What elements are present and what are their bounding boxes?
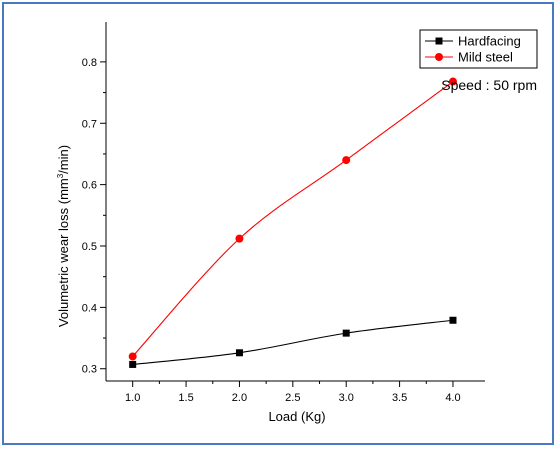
tick-labels: 1.0 1.5 2.0 2.5 3.0 3.5 4.0 0.3 0.4 0.5 0.6 0.7 0.8 bbox=[82, 57, 461, 404]
data-point-mild-steel bbox=[128, 352, 137, 361]
x-tick-label: 2.5 bbox=[285, 392, 300, 404]
axes bbox=[100, 22, 485, 387]
y-tick-label: 0.5 bbox=[82, 241, 97, 253]
data-point-hardfacing bbox=[235, 349, 243, 357]
y-tick-label: 0.3 bbox=[82, 364, 97, 376]
y-axis-title-prefix: Volumetric wear loss (mm bbox=[56, 178, 71, 327]
x-tick-label: 3.0 bbox=[339, 392, 354, 404]
y-axis-title-suffix: /min) bbox=[56, 145, 71, 174]
data-point-hardfacing bbox=[449, 316, 457, 324]
y-tick-label: 0.6 bbox=[82, 180, 97, 192]
data-point-mild-steel bbox=[342, 156, 351, 165]
legend-label-mild-steel: Mild steel bbox=[458, 50, 513, 65]
series-line-hardfacing bbox=[132, 319, 454, 365]
legend-marker-hardfacing bbox=[435, 37, 443, 45]
chart-frame bbox=[2, 2, 554, 445]
y-axis-title-sup: 3 bbox=[56, 173, 65, 178]
data-point-hardfacing bbox=[129, 360, 137, 368]
x-tick-label: 3.5 bbox=[392, 392, 407, 404]
x-tick-label: 1.5 bbox=[178, 392, 193, 404]
series-layer bbox=[128, 77, 457, 368]
x-tick-label: 2.0 bbox=[232, 392, 247, 404]
data-point-mild-steel bbox=[235, 234, 244, 243]
y-tick-label: 0.4 bbox=[82, 302, 97, 314]
y-axis-title: Volumetric wear loss (mm3/min) bbox=[56, 145, 71, 327]
legend-box bbox=[419, 29, 538, 69]
y-tick-label: 0.7 bbox=[82, 118, 97, 130]
legend-marker-mild-steel bbox=[435, 53, 443, 61]
y-tick-label: 0.8 bbox=[82, 57, 97, 69]
legend-label-hardfacing: Hardfacing bbox=[458, 34, 521, 49]
data-point-hardfacing bbox=[342, 329, 350, 337]
x-axis-title: Load (Kg) bbox=[268, 409, 325, 424]
x-tick-label: 1.0 bbox=[125, 392, 140, 404]
data-point-mild-steel bbox=[448, 77, 457, 86]
x-tick-label: 4.0 bbox=[445, 392, 460, 404]
series-line-mild-steel bbox=[132, 81, 454, 357]
speed-annotation: Speed : 50 rpm bbox=[441, 77, 537, 93]
